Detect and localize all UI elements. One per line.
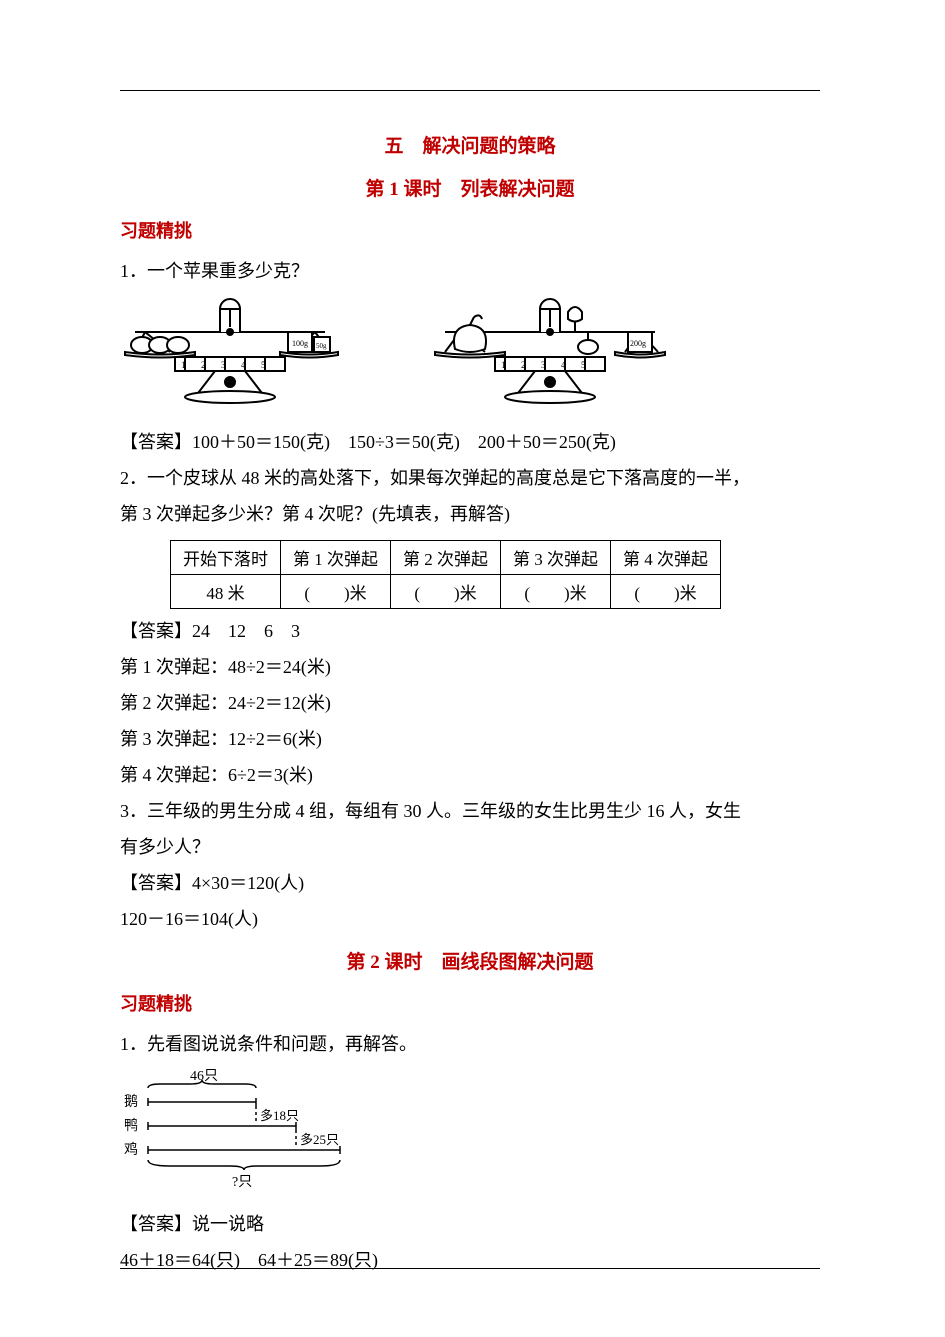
q2-h0: 开始下落时: [171, 541, 281, 575]
q3-answer-2: 120－16＝104(人): [120, 901, 820, 937]
q2-r2: ( )米: [391, 575, 501, 609]
q2-h4: 第 4 次弹起: [611, 541, 721, 575]
q2-r3: ( )米: [501, 575, 611, 609]
svg-text:2: 2: [521, 360, 526, 370]
q2-r4: ( )米: [611, 575, 721, 609]
q2-answer-line: 【答案】24 12 6 3: [120, 613, 820, 649]
q2-table: 开始下落时 第 1 次弹起 第 2 次弹起 第 3 次弹起 第 4 次弹起 48…: [170, 540, 721, 609]
l2q1-prompt: 1．先看图说说条件和问题，再解答。: [120, 1026, 820, 1062]
q2-prompt-1: 2．一个皮球从 48 米的高处落下，如果每次弹起的高度总是它下落高度的一半，: [120, 460, 820, 496]
bottom-rule: [120, 1268, 820, 1269]
svg-text:?只: ?只: [232, 1175, 252, 1190]
q2-r1: ( )米: [281, 575, 391, 609]
q2-r0: 48 米: [171, 575, 281, 609]
page-content: 五 解决问题的策略 第 1 课时 列表解决问题 习题精挑 1．一个苹果重多少克？: [120, 90, 820, 1278]
balance-scale-2-icon: 200g 1 2 3 4 5: [430, 297, 670, 412]
q2-h2: 第 2 次弹起: [391, 541, 501, 575]
section-label-2: 习题精挑: [120, 990, 820, 1016]
svg-text:鸡: 鸡: [124, 1141, 138, 1158]
svg-text:1: 1: [181, 360, 186, 370]
q2-step-4: 第 4 次弹起：6÷2＝3(米): [120, 757, 820, 793]
q1-answer-label: 【答案】: [120, 432, 192, 452]
section-label-1: 习题精挑: [120, 217, 820, 243]
svg-text:100g: 100g: [292, 339, 308, 348]
q2-h1: 第 1 次弹起: [281, 541, 391, 575]
q2-prompt-2: 第 3 次弹起多少米？第 4 次呢？(先填表，再解答): [120, 496, 820, 532]
lesson2-title: 第 2 课时 画线段图解决问题: [120, 947, 820, 974]
main-title: 五 解决问题的策略: [120, 131, 820, 158]
svg-text:多18只: 多18只: [260, 1108, 299, 1123]
svg-text:2: 2: [201, 360, 206, 370]
table-row: 48 米 ( )米 ( )米 ( )米 ( )米: [171, 575, 721, 609]
q2-answer-values: 24 12 6 3: [192, 621, 300, 641]
l2q1-answer-expr: 46＋18＝64(只) 64＋25＝89(只): [120, 1242, 820, 1278]
q3-prompt-1: 3．三年级的男生分成 4 组，每组有 30 人。三年级的女生比男生少 16 人，…: [120, 793, 820, 829]
svg-text:5: 5: [581, 360, 586, 370]
q1-figures: 100g 50g 1 2 3 4 5: [120, 297, 820, 412]
l2q1-answer-line: 【答案】说一说略: [120, 1206, 820, 1242]
q1-answer-line: 【答案】100＋50＝150(克) 150÷3＝50(克) 200＋50＝250…: [120, 424, 820, 460]
q2-step-3: 第 3 次弹起：12÷2＝6(米): [120, 721, 820, 757]
svg-text:4: 4: [561, 360, 566, 370]
q1-prompt: 1．一个苹果重多少克？: [120, 253, 820, 289]
q2-table-wrap: 开始下落时 第 1 次弹起 第 2 次弹起 第 3 次弹起 第 4 次弹起 48…: [170, 540, 820, 609]
l2q1-answer-note: 说一说略: [192, 1214, 264, 1234]
svg-text:鸭: 鸭: [124, 1118, 138, 1134]
q3-answer-line: 【答案】4×30＝120(人): [120, 865, 820, 901]
svg-text:200g: 200g: [630, 339, 646, 348]
top-rule: [120, 90, 820, 91]
balance-scale-1-icon: 100g 50g 1 2 3 4 5: [120, 297, 340, 412]
svg-text:5: 5: [261, 360, 266, 370]
svg-text:鹅: 鹅: [124, 1093, 138, 1110]
q3-answer-1: 4×30＝120(人): [192, 873, 304, 893]
svg-text:1: 1: [501, 360, 506, 370]
svg-text:4: 4: [241, 360, 246, 370]
line-segment-diagram-icon: 46只 鹅 鸭 多18只 鸡: [120, 1068, 820, 1198]
svg-text:46只: 46只: [190, 1069, 218, 1084]
q1-answer-expr: 100＋50＝150(克) 150÷3＝50(克) 200＋50＝250(克): [192, 432, 616, 452]
svg-text:多25只: 多25只: [300, 1132, 339, 1147]
q2-step-2: 第 2 次弹起：24÷2＝12(米): [120, 685, 820, 721]
q2-answer-label: 【答案】: [120, 621, 192, 641]
svg-text:3: 3: [221, 360, 226, 370]
q3-answer-label: 【答案】: [120, 873, 192, 893]
svg-text:3: 3: [541, 360, 546, 370]
table-row: 开始下落时 第 1 次弹起 第 2 次弹起 第 3 次弹起 第 4 次弹起: [171, 541, 721, 575]
q3-prompt-2: 有多少人？: [120, 829, 820, 865]
q2-h3: 第 3 次弹起: [501, 541, 611, 575]
svg-text:50g: 50g: [316, 342, 327, 350]
l2q1-answer-label: 【答案】: [120, 1214, 192, 1234]
q2-step-1: 第 1 次弹起：48÷2＝24(米): [120, 649, 820, 685]
lesson1-title: 第 1 课时 列表解决问题: [120, 174, 820, 201]
